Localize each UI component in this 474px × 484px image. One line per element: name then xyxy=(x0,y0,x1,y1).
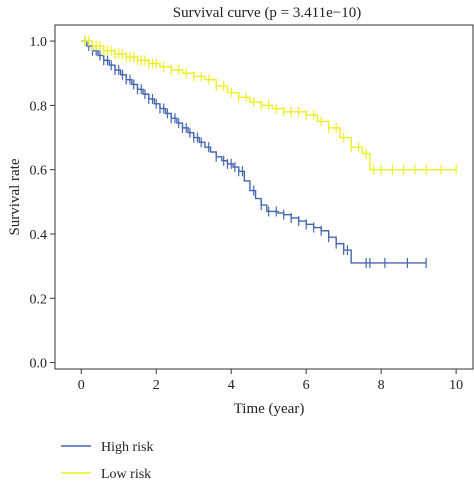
survival-curve-high-risk xyxy=(81,40,427,264)
x-tick-label: 8 xyxy=(378,378,385,393)
series-high-risk xyxy=(81,36,427,268)
chart-title: Survival curve (p = 3.411e−10) xyxy=(173,5,361,21)
y-tick-label: 0.8 xyxy=(30,99,48,114)
plot-frame xyxy=(54,24,474,370)
legend-label-high-risk: High risk xyxy=(101,440,154,455)
y-tick-label: 1.0 xyxy=(30,35,48,50)
legend-item-high-risk: High risk xyxy=(61,440,154,455)
x-axis: 0 2 4 6 8 10 xyxy=(78,369,463,393)
series-low-risk xyxy=(81,36,457,175)
y-tick-label: 0.6 xyxy=(30,164,48,179)
y-tick-label: 0.0 xyxy=(30,357,48,372)
x-tick-label: 10 xyxy=(449,378,463,393)
x-tick-label: 4 xyxy=(228,378,235,393)
series-layer xyxy=(81,36,457,268)
legend: High risk Low risk xyxy=(61,440,154,482)
x-tick-label: 6 xyxy=(303,378,310,393)
legend-label-low-risk: Low risk xyxy=(101,467,151,482)
x-tick-label: 0 xyxy=(78,378,85,393)
y-tick-label: 0.2 xyxy=(30,292,48,307)
y-axis: 0.0 0.2 0.4 0.6 0.8 1.0 xyxy=(30,35,55,372)
y-axis-title: Survival rate xyxy=(7,158,23,235)
y-tick-label: 0.4 xyxy=(30,228,48,243)
legend-item-low-risk: Low risk xyxy=(61,467,151,482)
x-tick-label: 2 xyxy=(153,378,160,393)
x-axis-title: Time (year) xyxy=(234,401,305,417)
